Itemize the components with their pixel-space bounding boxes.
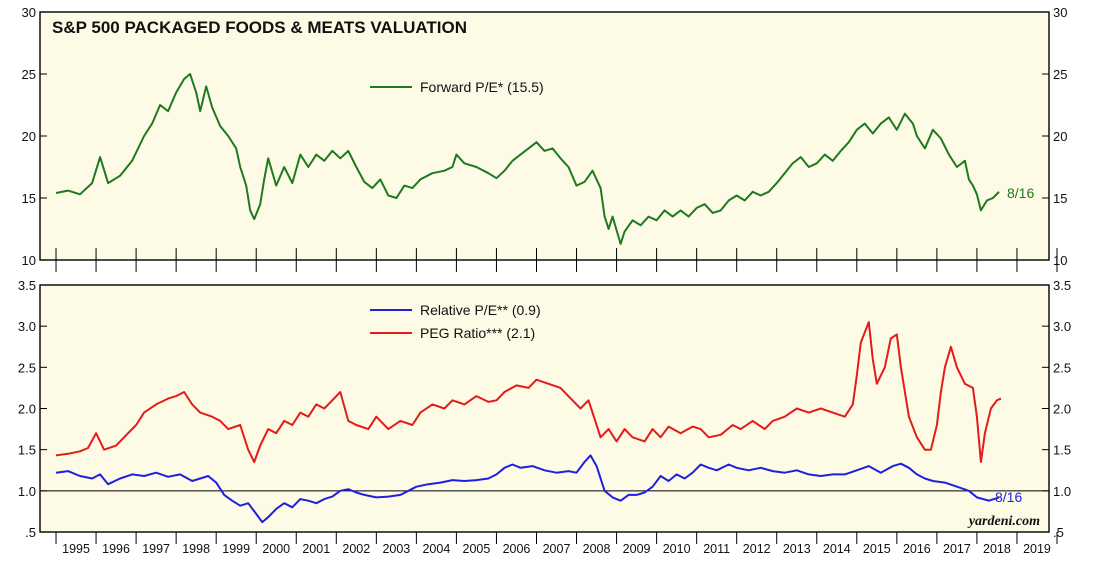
year-label-2001: 2001 xyxy=(302,542,330,556)
top-y-label-left-15: 15 xyxy=(22,191,36,206)
bottom-y-label-right-2-5: 2.5 xyxy=(1053,360,1071,375)
top-panel-background xyxy=(39,11,1050,261)
year-label-2010: 2010 xyxy=(663,542,691,556)
x-axis-year-labels: 1995 1996 1997 1998 1999 2000 2001 2002 2003 2004… xyxy=(62,542,1051,556)
bottom-y-label-right-1-5: 1.5 xyxy=(1053,443,1071,458)
year-label-2015: 2015 xyxy=(863,542,891,556)
bottom-y-label-left-5: .5 xyxy=(25,525,36,540)
relative-pe-end-label: 8/16 xyxy=(995,489,1022,505)
year-label-2016: 2016 xyxy=(903,542,931,556)
year-label-1998: 1998 xyxy=(182,542,210,556)
year-label-2013: 2013 xyxy=(783,542,811,556)
bottom-series-group xyxy=(55,321,1002,524)
bottom-y-label-right-1-0: 1.0 xyxy=(1053,484,1071,499)
bottom-y-label-right-2-0: 2.0 xyxy=(1053,402,1071,417)
top-y-label-right-25: 25 xyxy=(1053,67,1067,82)
top-y-label-left-20: 20 xyxy=(22,129,36,144)
bottom-legend: Relative P/E** (0.9) PEG Ratio*** (2.1) xyxy=(370,302,541,341)
top-legend: Forward P/E* (15.5) xyxy=(370,79,544,95)
source-label: yardeni.com xyxy=(967,514,1040,529)
legend-label-peg: PEG Ratio*** (2.1) xyxy=(420,325,535,341)
top-y-label-left-30: 30 xyxy=(22,5,36,20)
top-y-label-left-10: 10 xyxy=(22,253,36,268)
year-label-2014: 2014 xyxy=(823,542,851,556)
top-panel: S&P 500 PACKAGED FOODS & MEATS VALUATION… xyxy=(22,5,1067,272)
top-y-label-right-30: 30 xyxy=(1053,5,1067,20)
year-label-1996: 1996 xyxy=(102,542,130,556)
bottom-y-label-left-2-5: 2.5 xyxy=(18,360,36,375)
year-label-2002: 2002 xyxy=(342,542,370,556)
year-label-2003: 2003 xyxy=(382,542,410,556)
legend-label-relative-pe: Relative P/E** (0.9) xyxy=(420,302,541,318)
chart-title: S&P 500 PACKAGED FOODS & MEATS VALUATION xyxy=(52,18,467,37)
year-label-1995: 1995 xyxy=(62,542,90,556)
year-label-2006: 2006 xyxy=(503,542,531,556)
top-axis-ticks: 10 10 15 15 20 20 25 25 30 30 xyxy=(22,5,1067,272)
bottom-panel: .5 .5 1.0 1.0 1.5 1.5 2.0 2.0 2.5 2.5 3.0 3.0 3.5 3.5… xyxy=(18,278,1071,544)
year-label-2017: 2017 xyxy=(943,542,971,556)
bottom-y-label-left-3-0: 3.0 xyxy=(18,319,36,334)
year-label-2005: 2005 xyxy=(463,542,491,556)
bottom-y-label-left-3-5: 3.5 xyxy=(18,278,36,293)
year-label-2018: 2018 xyxy=(983,542,1011,556)
bottom-y-label-right-3-5: 3.5 xyxy=(1053,278,1071,293)
year-label-1999: 1999 xyxy=(222,542,250,556)
year-label-1997: 1997 xyxy=(142,542,170,556)
bottom-y-label-left-1-0: 1.0 xyxy=(18,484,36,499)
year-label-2011: 2011 xyxy=(703,542,730,556)
year-label-2007: 2007 xyxy=(543,542,571,556)
top-series-group xyxy=(55,73,1000,245)
year-label-2004: 2004 xyxy=(422,542,450,556)
year-label-2009: 2009 xyxy=(623,542,651,556)
forward-pe-end-label: 8/16 xyxy=(1007,185,1034,201)
year-label-2008: 2008 xyxy=(583,542,611,556)
bottom-panel-background xyxy=(39,284,1050,533)
series-line-peg-ratio-2-1 xyxy=(55,321,1002,463)
top-y-label-right-15: 15 xyxy=(1053,191,1067,206)
legend-label-forward-pe: Forward P/E* (15.5) xyxy=(420,79,544,95)
bottom-y-label-right-3-0: 3.0 xyxy=(1053,319,1071,334)
top-y-label-right-10: 10 xyxy=(1053,253,1067,268)
year-label-2012: 2012 xyxy=(743,542,771,556)
year-label-2019: 2019 xyxy=(1023,542,1051,556)
series-line-relative-p-e-0-9 xyxy=(55,454,1000,524)
year-label-2000: 2000 xyxy=(262,542,290,556)
bottom-axis-ticks: .5 .5 1.0 1.0 1.5 1.5 2.0 2.0 2.5 2.5 3.0 3.0 3.5 3.5 xyxy=(18,278,1071,544)
bottom-y-label-left-2-0: 2.0 xyxy=(18,402,36,417)
top-y-label-right-20: 20 xyxy=(1053,129,1067,144)
bottom-y-label-right-5: .5 xyxy=(1053,525,1064,540)
series-line-forward-p-e-15-5 xyxy=(55,73,1000,245)
bottom-y-label-left-1-5: 1.5 xyxy=(18,443,36,458)
top-y-label-left-25: 25 xyxy=(22,67,36,82)
